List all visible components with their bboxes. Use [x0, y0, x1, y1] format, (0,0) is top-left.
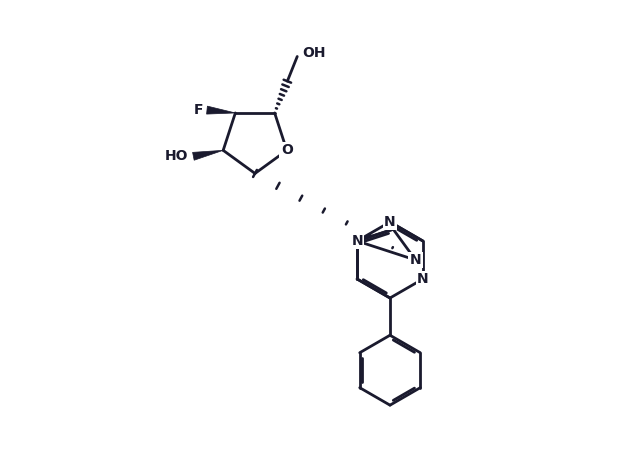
Text: OH: OH: [302, 47, 326, 61]
Text: N: N: [351, 234, 363, 248]
Text: N: N: [384, 215, 396, 229]
Polygon shape: [193, 150, 223, 160]
Text: HO: HO: [165, 149, 188, 163]
Text: F: F: [193, 103, 203, 117]
Text: O: O: [281, 143, 292, 157]
Text: N: N: [410, 253, 421, 267]
Polygon shape: [207, 106, 236, 114]
Text: N: N: [417, 272, 429, 286]
